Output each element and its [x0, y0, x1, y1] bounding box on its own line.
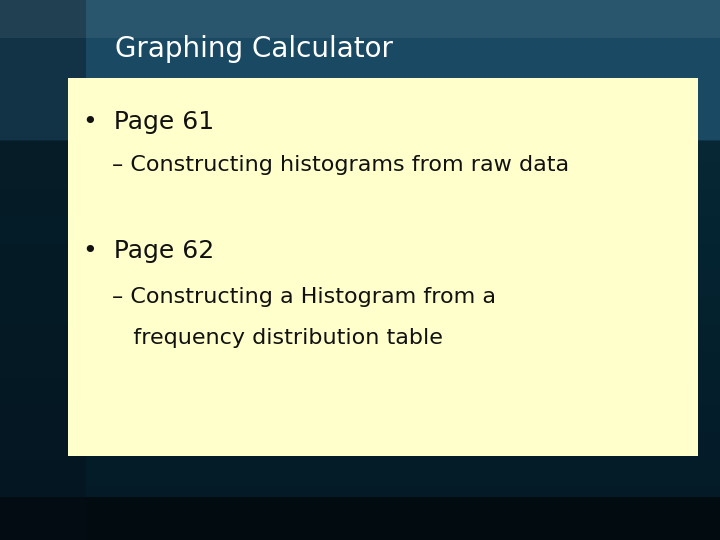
FancyBboxPatch shape	[0, 0, 720, 140]
Text: – Constructing a Histogram from a: – Constructing a Histogram from a	[112, 287, 495, 307]
Bar	[0, 135, 720, 540]
Bar	[0, 0, 86, 540]
Bar	[0, 459, 720, 540]
Text: Graphing Calculator: Graphing Calculator	[115, 35, 393, 63]
Bar	[0, 81, 720, 540]
Text: – Constructing histograms from raw data: – Constructing histograms from raw data	[112, 154, 569, 175]
Bar	[0, 297, 720, 540]
Bar	[0, 486, 720, 540]
Bar	[0, 432, 720, 540]
Text: •  Page 62: • Page 62	[83, 239, 214, 263]
Bar	[0, 108, 720, 540]
FancyBboxPatch shape	[68, 78, 698, 456]
Bar	[0, 378, 720, 540]
Text: frequency distribution table: frequency distribution table	[112, 327, 443, 348]
Bar	[0, 243, 720, 540]
Bar	[0, 324, 720, 540]
Bar	[0, 270, 720, 540]
Bar	[0, 405, 720, 540]
Bar	[0, 216, 720, 540]
Bar	[0, 351, 720, 540]
Bar	[0, 497, 720, 540]
Bar	[0, 513, 720, 540]
Bar	[0, 189, 720, 540]
Bar	[0, 162, 720, 540]
Bar	[0, 0, 720, 38]
Text: •  Page 61: • Page 61	[83, 110, 214, 133]
